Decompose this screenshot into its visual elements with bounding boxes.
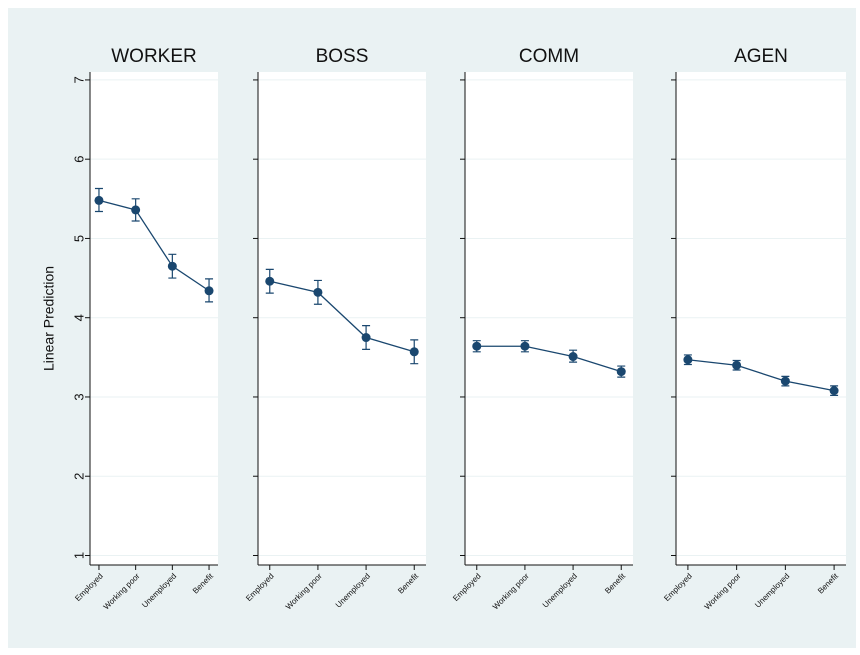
panel-title: COMM	[519, 46, 579, 67]
data-point	[167, 261, 177, 271]
data-point	[94, 195, 104, 205]
y-tick-label: 3	[71, 393, 86, 400]
data-point	[131, 205, 141, 215]
data-line	[98, 199, 210, 292]
data-point	[520, 341, 530, 351]
data-point	[683, 355, 693, 365]
data-point	[409, 347, 419, 357]
plot-area	[676, 72, 846, 565]
data-point	[829, 386, 839, 396]
plot-area	[90, 72, 218, 565]
panel-title: AGEN	[734, 46, 788, 67]
data-line	[269, 280, 415, 353]
y-tick-label: 4	[71, 314, 86, 321]
y-tick-label: 7	[71, 76, 86, 83]
y-axis-label: Linear Prediction	[41, 266, 57, 371]
data-point	[780, 376, 790, 386]
data-point	[361, 333, 371, 343]
plot-area	[258, 72, 426, 565]
data-point	[204, 286, 214, 296]
data-point	[472, 341, 482, 351]
plot-area	[465, 72, 633, 565]
data-point	[568, 352, 578, 362]
y-tick-label: 2	[71, 473, 86, 480]
data-line	[476, 345, 622, 373]
data-line	[687, 359, 835, 392]
data-point	[313, 287, 323, 297]
y-tick-label: 5	[71, 235, 86, 242]
data-point	[732, 360, 742, 370]
data-point	[616, 367, 626, 377]
y-tick-label: 6	[71, 156, 86, 163]
panel-title: BOSS	[316, 46, 369, 67]
panel-title: WORKER	[111, 46, 197, 67]
data-point	[265, 276, 275, 286]
y-tick-label: 1	[71, 552, 86, 559]
